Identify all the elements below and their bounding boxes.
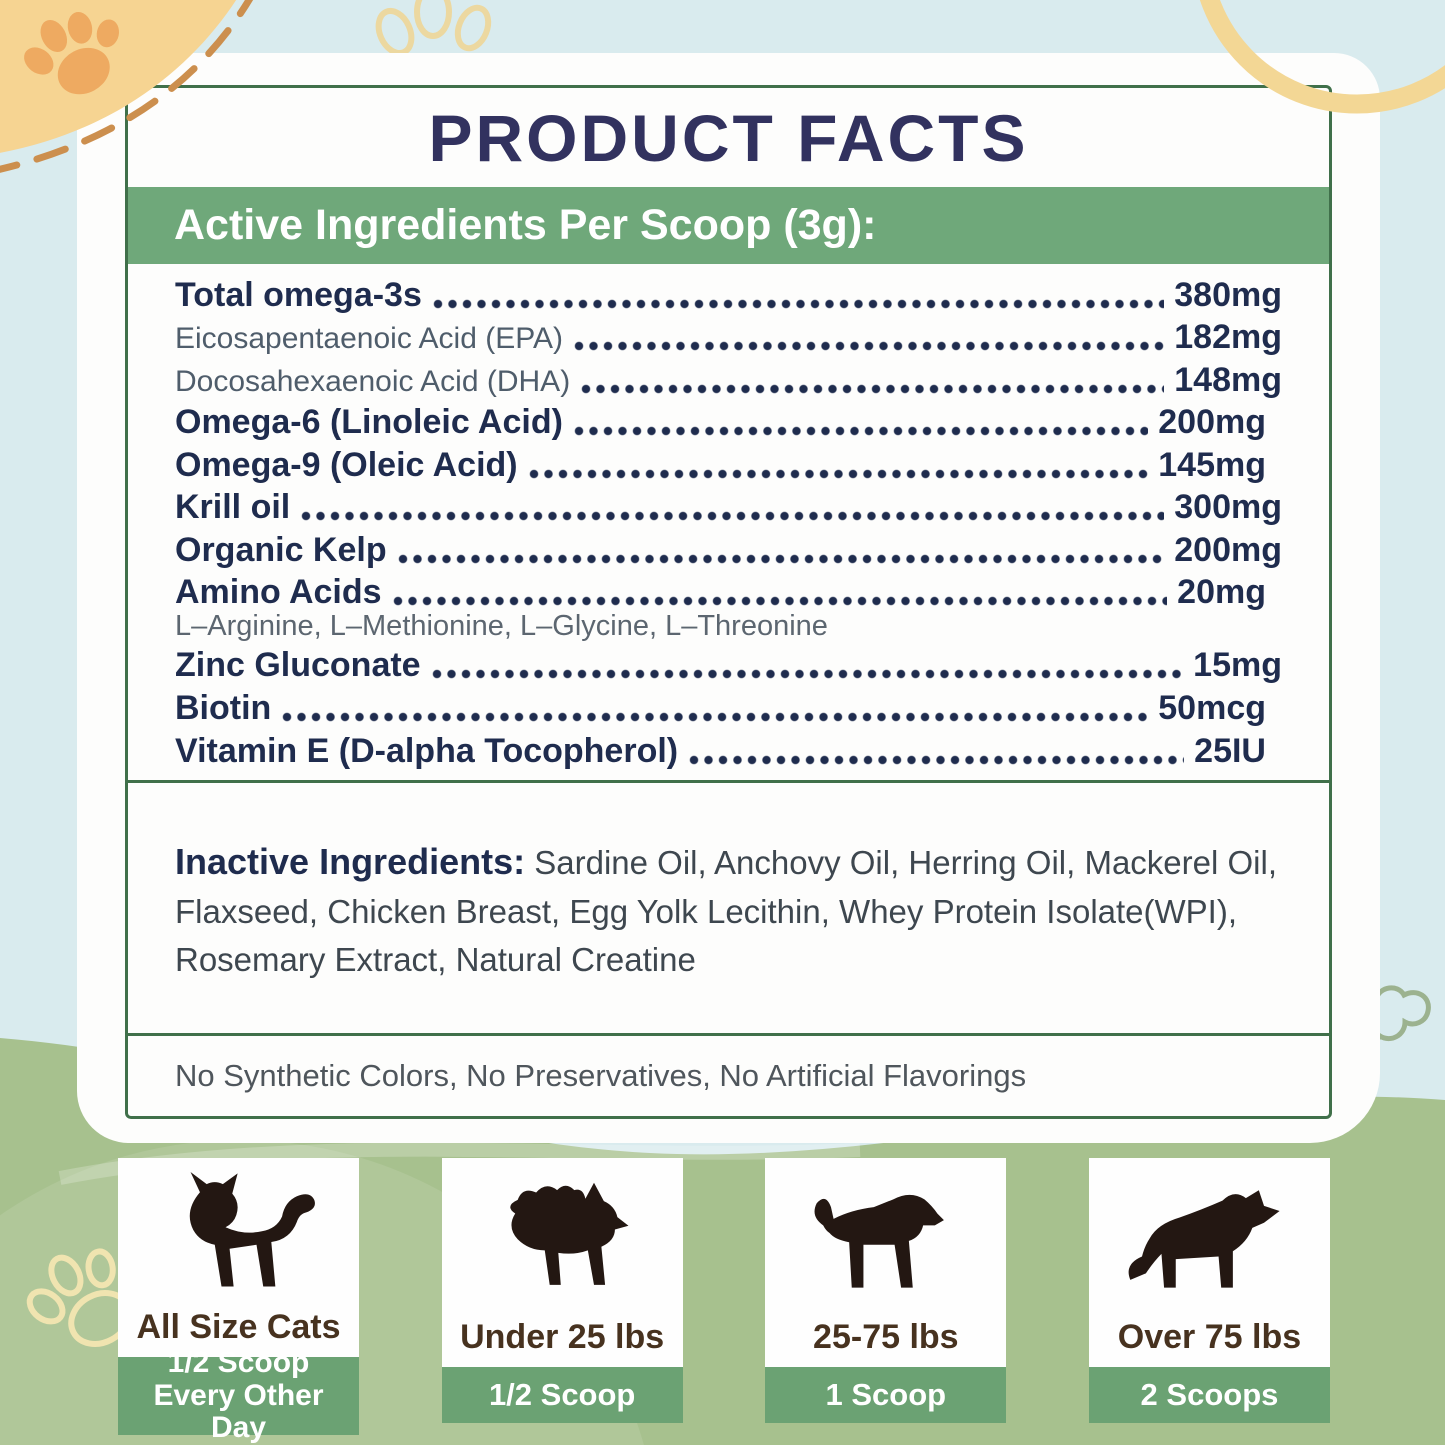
dosage-cards-row: All Size Cats 1/2 Scoop Every Other Day … bbox=[118, 1158, 1330, 1444]
dosage-card-large-dog: Over 75 lbs 2 Scoops bbox=[1088, 1158, 1330, 1423]
dot-leader bbox=[391, 595, 1168, 608]
ingredient-row-biotin: Biotin 50mcg bbox=[175, 689, 1266, 728]
dot-leader bbox=[573, 340, 1165, 353]
title-row: PRODUCT FACTS bbox=[128, 88, 1329, 187]
active-ingredients-header-text: Active Ingredients Per Scoop (3g): bbox=[174, 201, 877, 249]
ingredient-row-epa: Eicosapentaenoic Acid (EPA) 182mg bbox=[175, 318, 1282, 357]
size-label: 25-75 lbs bbox=[813, 1318, 959, 1356]
product-facts-panel: PRODUCT FACTS Active Ingredients Per Sco… bbox=[77, 53, 1380, 1143]
dose-label: 1/2 Scoop Every Other Day bbox=[118, 1347, 359, 1444]
paw-outline-top-icon bbox=[375, 0, 492, 57]
page-title: PRODUCT FACTS bbox=[428, 100, 1029, 175]
active-ingredients-header: Active Ingredients Per Scoop (3g): bbox=[128, 187, 1329, 264]
large-dog-icon bbox=[1089, 1158, 1330, 1318]
no-additives-note: No Synthetic Colors, No Preservatives, N… bbox=[175, 1058, 1027, 1093]
dot-leader bbox=[580, 382, 1165, 395]
ingredient-row-omega9: Omega-9 (Oleic Acid) 145mg bbox=[175, 445, 1266, 484]
dose-label: 1/2 Scoop bbox=[441, 1367, 683, 1423]
dose-label: 1 Scoop bbox=[765, 1367, 1007, 1423]
dosage-card-cat: All Size Cats 1/2 Scoop Every Other Day bbox=[118, 1158, 359, 1444]
dot-leader bbox=[527, 467, 1149, 480]
ingredient-row-organic-kelp: Organic Kelp 200mg bbox=[175, 530, 1282, 569]
ingredient-row-omega6: Omega-6 (Linoleic Acid) 200mg bbox=[175, 403, 1266, 442]
inactive-ingredients: Inactive Ingredients: Sardine Oil, Ancho… bbox=[128, 816, 1329, 1000]
ingredient-row-dha: Docosahexaenoic Acid (DHA) 148mg bbox=[175, 360, 1282, 399]
small-dog-icon bbox=[442, 1158, 683, 1318]
inactive-ingredients-body: Sardine Oil, Anchovy Oil, Herring Oil, M… bbox=[175, 844, 1278, 979]
section-divider bbox=[128, 1033, 1329, 1036]
ingredient-row-total-omega3: Total omega-3s 380mg bbox=[175, 275, 1282, 314]
dose-label: 2 Scoops bbox=[1088, 1367, 1330, 1423]
dot-leader bbox=[281, 711, 1149, 724]
dot-leader bbox=[396, 552, 1165, 565]
cat-icon bbox=[118, 1158, 359, 1308]
dot-leader bbox=[572, 425, 1149, 438]
amino-acids-note: L–Arginine, L–Methionine, L–Glycine, L–T… bbox=[175, 609, 828, 642]
dosage-card-medium-dog: 25-75 lbs 1 Scoop bbox=[765, 1158, 1007, 1423]
dot-leader bbox=[300, 510, 1165, 523]
bordered-facts-box: PRODUCT FACTS Active Ingredients Per Sco… bbox=[125, 85, 1332, 1119]
ingredient-list: Total omega-3s 380mg Eicosapentaenoic Ac… bbox=[128, 264, 1329, 780]
ingredient-row-amino-acids: Amino Acids 20mg bbox=[175, 573, 1266, 612]
ingredient-row-vitamin-e: Vitamin E (D-alpha Tocopherol) 25IU bbox=[175, 731, 1266, 770]
dot-leader bbox=[431, 297, 1165, 310]
dosage-card-small-dog: Under 25 lbs 1/2 Scoop bbox=[441, 1158, 683, 1423]
inactive-ingredients-heading: Inactive Ingredients: bbox=[175, 841, 526, 883]
medium-dog-icon bbox=[765, 1158, 1006, 1318]
size-label: Over 75 lbs bbox=[1117, 1318, 1302, 1356]
size-label: Under 25 lbs bbox=[460, 1318, 665, 1356]
dot-leader bbox=[430, 668, 1184, 681]
dot-leader bbox=[688, 753, 1185, 766]
ingredient-row-zinc-gluconate: Zinc Gluconate 15mg bbox=[175, 646, 1282, 685]
section-divider bbox=[128, 780, 1329, 784]
ingredient-row-krill-oil: Krill oil 300mg bbox=[175, 488, 1282, 527]
